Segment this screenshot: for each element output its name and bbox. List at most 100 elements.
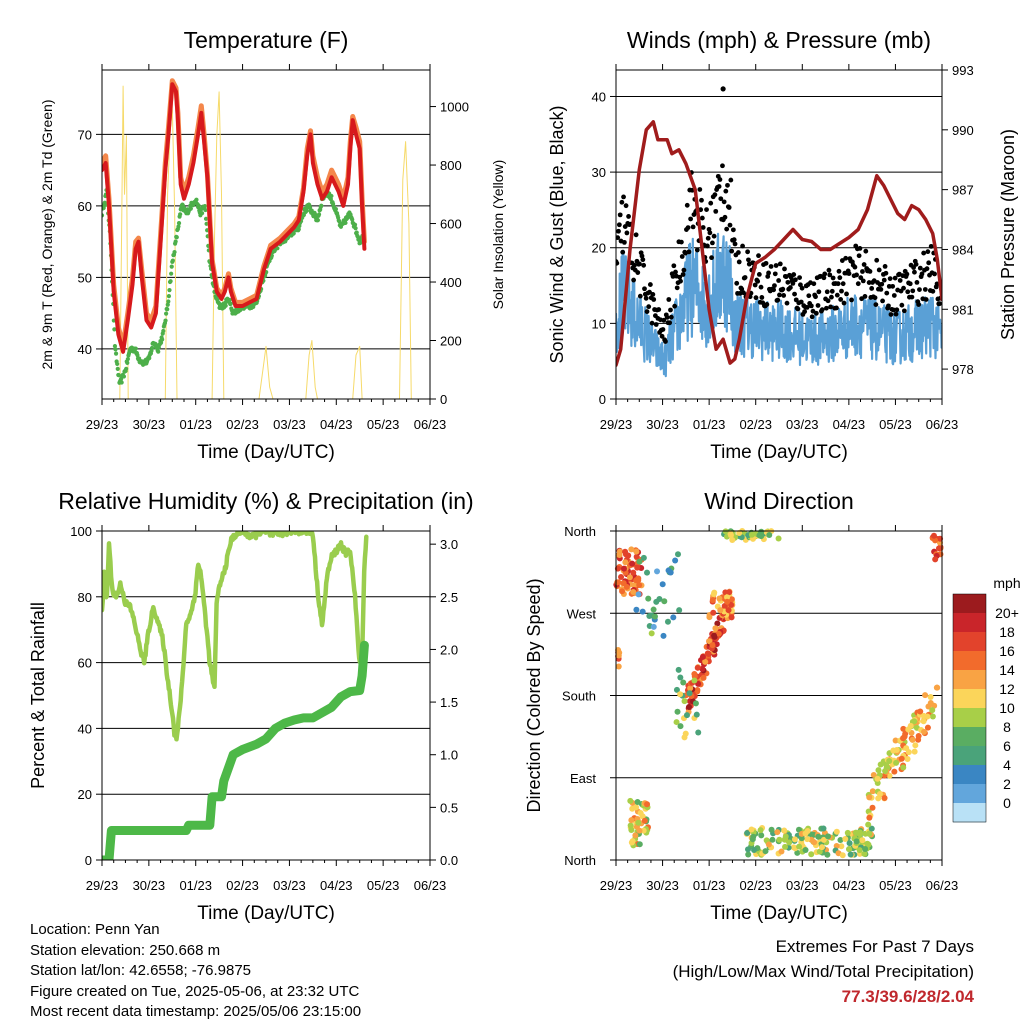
series-group [616, 86, 942, 378]
gust-point [909, 294, 915, 300]
dewpoint-point [166, 294, 172, 299]
x-tick-label: 30/23 [133, 417, 166, 432]
direction-point [702, 658, 709, 665]
gust-point [792, 277, 798, 283]
temp-9m-line [102, 78, 367, 348]
gust-point [777, 261, 783, 267]
dewpoint-point [119, 380, 124, 385]
dewpoint-point [178, 212, 183, 217]
direction-point [694, 664, 701, 671]
direction-point [628, 817, 635, 824]
colorbar-label: 12 [999, 681, 1015, 697]
direction-point [768, 826, 775, 833]
direction-point [824, 851, 831, 858]
gust-point [892, 275, 898, 281]
direction-point [920, 718, 927, 725]
chart-title: Relative Humidity (%) & Precipitation (i… [58, 488, 473, 514]
direction-point [766, 532, 773, 539]
gust-point [916, 302, 922, 307]
direction-point [769, 836, 776, 843]
dewpoint-point [304, 208, 309, 213]
y2-tick-label: 400 [440, 275, 462, 290]
direction-point [641, 817, 648, 824]
chart-title: Winds (mph) & Pressure (mb) [627, 27, 931, 53]
direction-point [676, 607, 683, 614]
direction-point [844, 829, 851, 836]
gust-point [694, 247, 700, 253]
direction-point [705, 651, 712, 658]
direction-point [876, 790, 883, 797]
direction-point [661, 598, 668, 605]
gust-point [740, 243, 745, 249]
direction-point [729, 536, 736, 543]
gust-point [887, 276, 893, 282]
gust-point [921, 250, 927, 256]
gust-point [644, 309, 650, 314]
gust-point [710, 240, 715, 246]
gust-point [729, 248, 735, 254]
dewpoint-point [133, 346, 138, 351]
gust-point [680, 272, 686, 277]
direction-point [815, 833, 822, 840]
gust-point [616, 260, 620, 266]
direction-point [866, 814, 873, 821]
y2-tick-label: 981 [952, 302, 974, 317]
direction-point [865, 821, 872, 828]
chart-title: Temperature (F) [184, 27, 349, 53]
dewpoint-point [125, 356, 130, 362]
gust-point [698, 207, 704, 213]
humidity-precip-panel: 0 20 40 60 80 100 0.0 0.5 1.0 1.5 2.0 2.5 3.0 29/23 30… [28, 488, 474, 924]
dewpoint-point [345, 215, 350, 220]
gust-point [772, 283, 777, 289]
gust-point [835, 281, 841, 287]
max-gust-point [720, 86, 726, 92]
colorbar-swatch [953, 765, 986, 785]
gust-point [763, 260, 769, 266]
x-tick-label: 29/23 [600, 417, 633, 432]
y-tick-label: 50 [78, 270, 92, 285]
gust-point [813, 310, 819, 316]
direction-point [892, 737, 899, 744]
gust-point [780, 286, 786, 292]
direction-point [934, 684, 941, 691]
gust-point [653, 322, 659, 327]
direction-point [901, 733, 908, 740]
gust-point [619, 199, 625, 205]
gust-point [643, 295, 649, 301]
gust-point [713, 208, 719, 214]
dewpoint-point [358, 240, 363, 245]
direction-point [675, 666, 682, 673]
gust-point [621, 239, 627, 245]
dewpoint-point [296, 227, 301, 232]
gust-point [930, 288, 936, 294]
direction-point [692, 700, 699, 707]
gust-point [910, 288, 916, 294]
direction-point [635, 819, 642, 826]
gust-point [882, 263, 888, 269]
direction-point [628, 826, 635, 833]
gust-point [756, 271, 762, 277]
gust-point [668, 314, 674, 320]
direction-point [627, 822, 634, 829]
direction-point [670, 614, 677, 621]
direction-point [640, 554, 647, 561]
x-tick-label: 04/23 [320, 878, 353, 893]
gust-point [928, 243, 934, 249]
direction-point [615, 663, 622, 670]
gust-point [924, 266, 930, 272]
direction-point [618, 574, 625, 581]
colorbar-label: 6 [1003, 738, 1011, 754]
gust-point [824, 289, 830, 295]
x-tick-label: 04/23 [833, 878, 866, 893]
direction-point [622, 559, 629, 566]
y2-tick-label: 978 [952, 362, 974, 377]
gust-point [759, 295, 765, 300]
gust-point [884, 290, 890, 296]
gust-point [874, 257, 880, 263]
direction-point [900, 764, 907, 771]
gust-point [699, 215, 705, 221]
direction-point [728, 614, 735, 621]
gust-point [837, 275, 843, 281]
direction-point [927, 694, 934, 701]
gust-point [828, 304, 834, 310]
